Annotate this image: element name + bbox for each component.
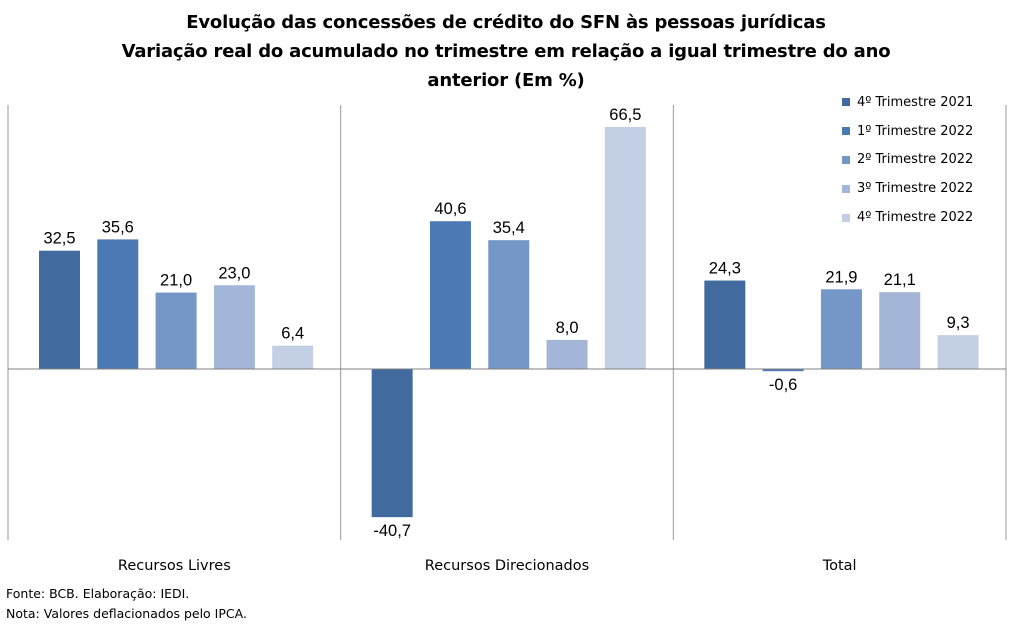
legend-swatch xyxy=(842,213,850,222)
legend-label: 3º Trimestre 2022 xyxy=(857,181,974,197)
legend-item: 4º Trimestre 2022 xyxy=(842,203,973,232)
data-label: 9,3 xyxy=(947,314,970,332)
chart-legend: 4º Trimestre 2021 1º Trimestre 2022 2º Tri… xyxy=(842,88,973,232)
bar xyxy=(39,250,80,369)
legend-swatch xyxy=(842,184,850,193)
legend-item: 2º Trimestre 2022 xyxy=(842,146,973,175)
bar xyxy=(97,239,139,369)
title-line-1: Evolução das concessões de crédito do SF… xyxy=(186,12,826,33)
data-label: 23,0 xyxy=(218,264,250,282)
bar xyxy=(155,292,197,369)
data-label: 24,3 xyxy=(709,260,741,278)
footnote: Nota: Valores deflacionados pelo IPCA. xyxy=(6,606,247,621)
legend-label: 4º Trimestre 2021 xyxy=(857,94,974,110)
bar xyxy=(879,292,921,369)
legend-item: 1º Trimestre 2022 xyxy=(842,117,973,146)
data-label: 40,6 xyxy=(434,200,466,218)
bar xyxy=(546,339,588,369)
data-label: 8,0 xyxy=(556,319,579,337)
data-label: 35,6 xyxy=(102,218,134,236)
title-line-2: Variação real do acumulado no trimestre … xyxy=(121,41,891,62)
legend-label: 4º Trimestre 2022 xyxy=(857,210,974,226)
legend-item: 3º Trimestre 2022 xyxy=(842,174,973,203)
bar xyxy=(762,369,804,372)
title-line-3: anterior (Em %) xyxy=(427,70,585,91)
data-label: 35,4 xyxy=(493,219,525,237)
data-label: -0,6 xyxy=(769,376,797,394)
legend-label: 2º Trimestre 2022 xyxy=(857,152,974,168)
chart-title: Evolução das concessões de crédito do SF… xyxy=(0,8,1012,95)
category-label: Recursos Livres xyxy=(118,558,231,574)
bar xyxy=(429,221,471,369)
legend-item: 4º Trimestre 2021 xyxy=(842,88,973,117)
data-label: 21,1 xyxy=(884,271,916,289)
data-label: 6,4 xyxy=(281,325,304,343)
legend-label: 1º Trimestre 2022 xyxy=(857,123,974,139)
bar xyxy=(704,280,746,369)
bar xyxy=(371,369,413,518)
data-label: 32,5 xyxy=(43,230,75,248)
legend-swatch xyxy=(842,127,850,136)
bar xyxy=(604,126,646,369)
legend-swatch xyxy=(842,155,850,164)
bar xyxy=(820,289,862,369)
bar xyxy=(488,240,530,369)
data-label: 66,5 xyxy=(609,106,641,124)
data-label: 21,0 xyxy=(160,272,192,290)
category-label: Total xyxy=(822,558,857,574)
data-label: -40,7 xyxy=(373,522,411,540)
bar xyxy=(937,335,979,369)
source-note: Fonte: BCB. Elaboração: IEDI. xyxy=(6,586,190,601)
data-label: 21,9 xyxy=(825,268,857,286)
legend-swatch xyxy=(842,98,850,107)
bar xyxy=(213,285,255,369)
bar xyxy=(272,345,314,369)
category-label: Recursos Direcionados xyxy=(425,558,589,574)
